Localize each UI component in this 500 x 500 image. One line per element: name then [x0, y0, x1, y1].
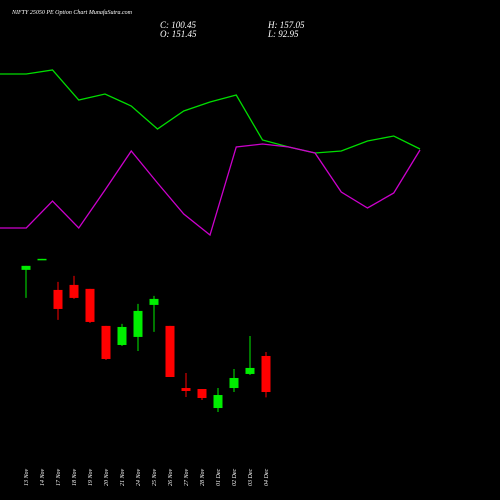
chart-title: NIFTY 25050 PE Option Chart MunafaSutra.…: [11, 9, 133, 16]
x-tick-label: 03 Dec: [248, 469, 254, 486]
info-high: H: 157.05: [267, 20, 305, 30]
candle-body: [101, 325, 111, 359]
x-tick-label: 01 Dec: [216, 469, 222, 486]
candle-body: [37, 258, 47, 261]
x-tick-label: 24 Nov: [135, 468, 142, 486]
candle-body: [133, 310, 143, 337]
x-tick-label: 25 Nov: [152, 468, 158, 486]
x-tick-label: 26 Nov: [168, 468, 174, 486]
x-tick-label: 14 Nov: [39, 468, 46, 486]
candle-body: [181, 388, 191, 391]
info-open: O: 151.45: [160, 29, 197, 39]
candle-body: [197, 389, 207, 398]
x-tick-label: 17 Nov: [56, 468, 62, 486]
x-tick-label: 20 Nov: [104, 468, 110, 486]
x-tick-label: 19 Nov: [88, 468, 94, 486]
x-tick-label: 13 Nov: [24, 468, 30, 486]
candle-body: [213, 395, 223, 409]
info-low: L: 92.95: [267, 29, 299, 39]
x-tick-label: 27 Nov: [184, 468, 190, 486]
candle-body: [117, 326, 127, 345]
candle-body: [229, 377, 239, 389]
x-tick-label: 21 Nov: [120, 468, 126, 486]
candle-body: [245, 367, 255, 374]
x-tick-label: 18 Nov: [72, 468, 78, 486]
line-series: [0, 143, 421, 237]
candle-body: [21, 265, 31, 270]
line-series: [0, 69, 421, 154]
candle-body: [69, 284, 79, 298]
candle-body: [53, 289, 63, 309]
candle-body: [85, 288, 95, 322]
info-close: C: 100.45: [160, 20, 197, 30]
candle-body: [261, 355, 271, 393]
x-tick-label: 28 Nov: [200, 468, 206, 486]
x-tick-label: 02 Dec: [232, 469, 238, 486]
candle-body: [149, 298, 159, 305]
x-tick-label: 04 Dec: [263, 469, 270, 486]
candle-body: [165, 325, 175, 377]
